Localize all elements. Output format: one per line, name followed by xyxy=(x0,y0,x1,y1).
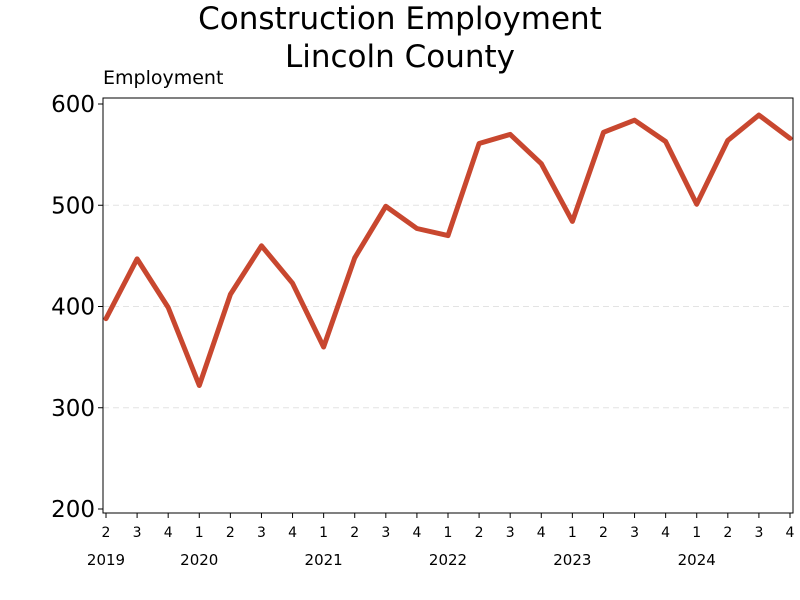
x-tick-label: 1 xyxy=(692,525,701,541)
x-tick-label: 3 xyxy=(506,525,515,541)
year-label: 2023 xyxy=(553,551,591,569)
x-axis-year-labels: 2019 2020 2021 2022 2023 2024 xyxy=(87,551,716,569)
year-label: 2021 xyxy=(305,551,343,569)
x-tick-label: 4 xyxy=(537,525,546,541)
x-tick-label: 4 xyxy=(164,525,173,541)
x-tick-label: 1 xyxy=(319,525,328,541)
x-axis-ticks: 2 3 4 1 2 3 4 1 2 3 4 1 2 3 4 1 2 3 4 1 2 3 4 xyxy=(102,513,795,541)
x-tick-label: 1 xyxy=(195,525,204,541)
x-tick-label: 2 xyxy=(226,525,235,541)
x-tick-label: 2 xyxy=(599,525,608,541)
y-tick-label: 500 xyxy=(51,193,95,219)
series-line-employment xyxy=(103,112,793,388)
y-axis-label: Employment xyxy=(103,67,224,89)
y-tick-label: 400 xyxy=(51,295,95,321)
x-tick-label: 3 xyxy=(754,525,763,541)
grid-lines xyxy=(103,204,793,409)
x-tick-label: 2 xyxy=(723,525,732,541)
x-tick-label: 2 xyxy=(475,525,484,541)
x-tick-label: 4 xyxy=(288,525,297,541)
x-tick-label: 2 xyxy=(102,525,111,541)
y-axis-ticks: 200 300 400 500 600 xyxy=(51,92,103,523)
x-tick-label: 4 xyxy=(786,525,795,541)
year-label: 2019 xyxy=(87,551,125,569)
y-tick-label: 300 xyxy=(51,396,95,422)
x-tick-label: 3 xyxy=(133,525,142,541)
x-tick-label: 3 xyxy=(381,525,390,541)
plot-frame xyxy=(102,97,794,514)
x-tick-label: 4 xyxy=(661,525,670,541)
chart-title-line-1: Construction Employment xyxy=(198,1,602,37)
y-tick-label: 600 xyxy=(51,92,95,118)
x-tick-label: 1 xyxy=(568,525,577,541)
year-label: 2024 xyxy=(678,551,716,569)
chart-title-line-2: Lincoln County xyxy=(284,39,516,75)
x-tick-label: 2 xyxy=(350,525,359,541)
year-label: 2020 xyxy=(180,551,218,569)
y-tick-label: 200 xyxy=(51,497,95,523)
x-tick-label: 4 xyxy=(412,525,421,541)
x-tick-label: 3 xyxy=(257,525,266,541)
x-tick-label: 1 xyxy=(444,525,453,541)
x-tick-label: 3 xyxy=(630,525,639,541)
year-label: 2022 xyxy=(429,551,467,569)
